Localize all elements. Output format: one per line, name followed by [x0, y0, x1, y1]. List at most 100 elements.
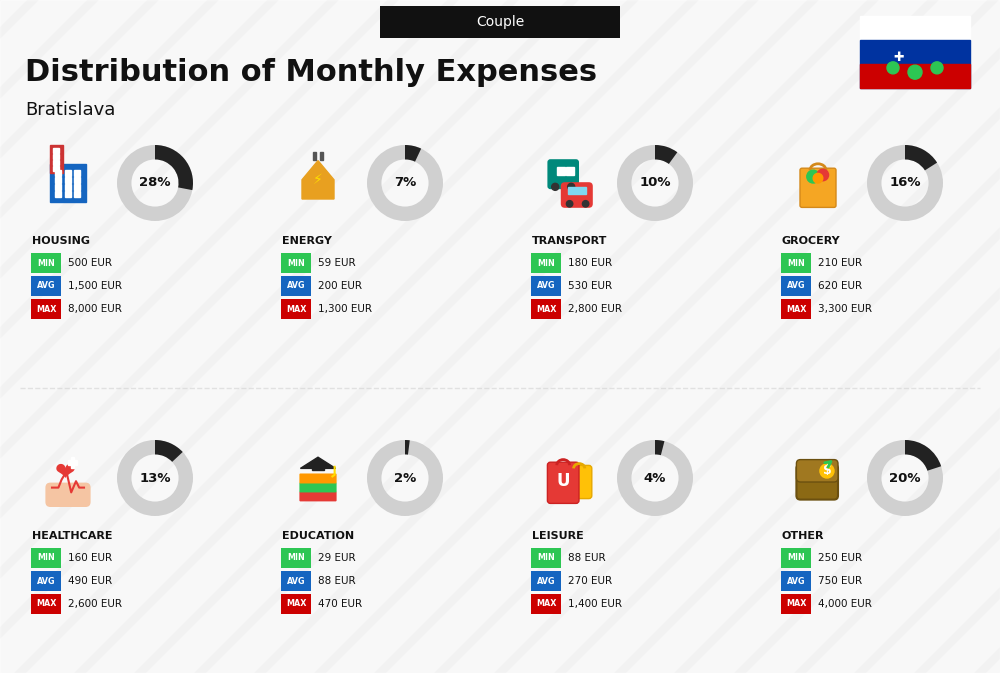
FancyBboxPatch shape: [796, 464, 838, 499]
Circle shape: [568, 183, 575, 190]
Text: MAX: MAX: [786, 600, 806, 608]
Text: 2%: 2%: [394, 472, 416, 485]
Bar: [312, 466, 324, 470]
Bar: [320, 152, 323, 160]
Circle shape: [807, 170, 820, 183]
Text: Couple: Couple: [476, 15, 524, 29]
FancyBboxPatch shape: [547, 160, 579, 189]
FancyBboxPatch shape: [781, 253, 811, 273]
Wedge shape: [905, 440, 941, 470]
Bar: [53, 166, 59, 170]
Text: EDUCATION: EDUCATION: [282, 531, 354, 541]
FancyBboxPatch shape: [561, 182, 593, 208]
FancyBboxPatch shape: [547, 462, 579, 503]
Circle shape: [566, 201, 573, 207]
Bar: [50, 164, 86, 202]
FancyBboxPatch shape: [281, 253, 311, 273]
FancyBboxPatch shape: [281, 548, 311, 568]
Text: 750 EUR: 750 EUR: [818, 576, 862, 586]
Bar: [65, 170, 71, 176]
FancyBboxPatch shape: [800, 168, 836, 207]
Text: 29 EUR: 29 EUR: [318, 553, 356, 563]
Text: 200 EUR: 200 EUR: [318, 281, 362, 291]
FancyBboxPatch shape: [281, 594, 311, 614]
Text: HOUSING: HOUSING: [32, 236, 90, 246]
FancyBboxPatch shape: [281, 276, 311, 296]
Bar: [74, 170, 80, 176]
Text: 270 EUR: 270 EUR: [568, 576, 612, 586]
Wedge shape: [405, 440, 410, 455]
Text: 16%: 16%: [889, 176, 921, 190]
Bar: [860, 64, 970, 88]
Bar: [53, 154, 59, 159]
Text: 1,300 EUR: 1,300 EUR: [318, 304, 372, 314]
Bar: [71, 457, 74, 468]
Bar: [53, 149, 59, 153]
Bar: [55, 184, 61, 190]
Bar: [74, 184, 80, 190]
FancyBboxPatch shape: [781, 299, 811, 319]
Text: MAX: MAX: [536, 304, 556, 314]
Text: 620 EUR: 620 EUR: [818, 281, 862, 291]
Wedge shape: [905, 145, 937, 170]
Text: MAX: MAX: [286, 600, 306, 608]
Bar: [557, 167, 565, 175]
FancyBboxPatch shape: [567, 466, 592, 499]
Text: AVG: AVG: [37, 281, 55, 291]
Text: AVG: AVG: [787, 281, 805, 291]
FancyBboxPatch shape: [45, 483, 91, 507]
Bar: [55, 170, 61, 176]
Text: 2,800 EUR: 2,800 EUR: [568, 304, 622, 314]
Text: GROCERY: GROCERY: [782, 236, 841, 246]
Text: MIN: MIN: [787, 553, 805, 563]
Text: 10%: 10%: [639, 176, 671, 190]
Bar: [65, 184, 71, 190]
Polygon shape: [302, 161, 334, 199]
Wedge shape: [117, 145, 193, 221]
FancyBboxPatch shape: [281, 571, 311, 591]
Text: 59 EUR: 59 EUR: [318, 258, 356, 268]
Text: MIN: MIN: [287, 553, 305, 563]
Text: AVG: AVG: [37, 577, 55, 586]
Text: TRANSPORT: TRANSPORT: [532, 236, 607, 246]
Text: AVG: AVG: [287, 577, 305, 586]
Bar: [65, 191, 71, 197]
Circle shape: [582, 201, 589, 207]
FancyBboxPatch shape: [299, 474, 337, 483]
Text: LEISURE: LEISURE: [532, 531, 584, 541]
Text: 8,000 EUR: 8,000 EUR: [68, 304, 122, 314]
Bar: [313, 152, 316, 160]
Text: 3,300 EUR: 3,300 EUR: [818, 304, 872, 314]
FancyBboxPatch shape: [531, 299, 561, 319]
Text: AVG: AVG: [537, 577, 555, 586]
Text: 180 EUR: 180 EUR: [568, 258, 612, 268]
Bar: [50, 145, 63, 174]
Bar: [53, 160, 59, 165]
Text: AVG: AVG: [287, 281, 305, 291]
Circle shape: [552, 183, 559, 190]
Bar: [68, 460, 77, 465]
FancyBboxPatch shape: [380, 6, 620, 38]
FancyBboxPatch shape: [31, 276, 61, 296]
Text: 470 EUR: 470 EUR: [318, 599, 362, 609]
Wedge shape: [367, 145, 443, 221]
Wedge shape: [367, 440, 443, 516]
Wedge shape: [867, 440, 943, 516]
Circle shape: [820, 464, 834, 478]
Text: 210 EUR: 210 EUR: [818, 258, 862, 268]
Circle shape: [908, 65, 922, 79]
Text: ENERGY: ENERGY: [282, 236, 332, 246]
Circle shape: [817, 169, 829, 181]
Wedge shape: [655, 145, 677, 164]
Bar: [860, 40, 970, 88]
Text: HEALTHCARE: HEALTHCARE: [32, 531, 112, 541]
Text: MAX: MAX: [36, 304, 56, 314]
Text: 28%: 28%: [139, 176, 171, 190]
FancyBboxPatch shape: [781, 594, 811, 614]
Bar: [55, 191, 61, 197]
Bar: [55, 177, 61, 183]
Text: MAX: MAX: [536, 600, 556, 608]
FancyBboxPatch shape: [796, 460, 838, 482]
Text: MIN: MIN: [537, 258, 555, 267]
Text: MIN: MIN: [537, 553, 555, 563]
